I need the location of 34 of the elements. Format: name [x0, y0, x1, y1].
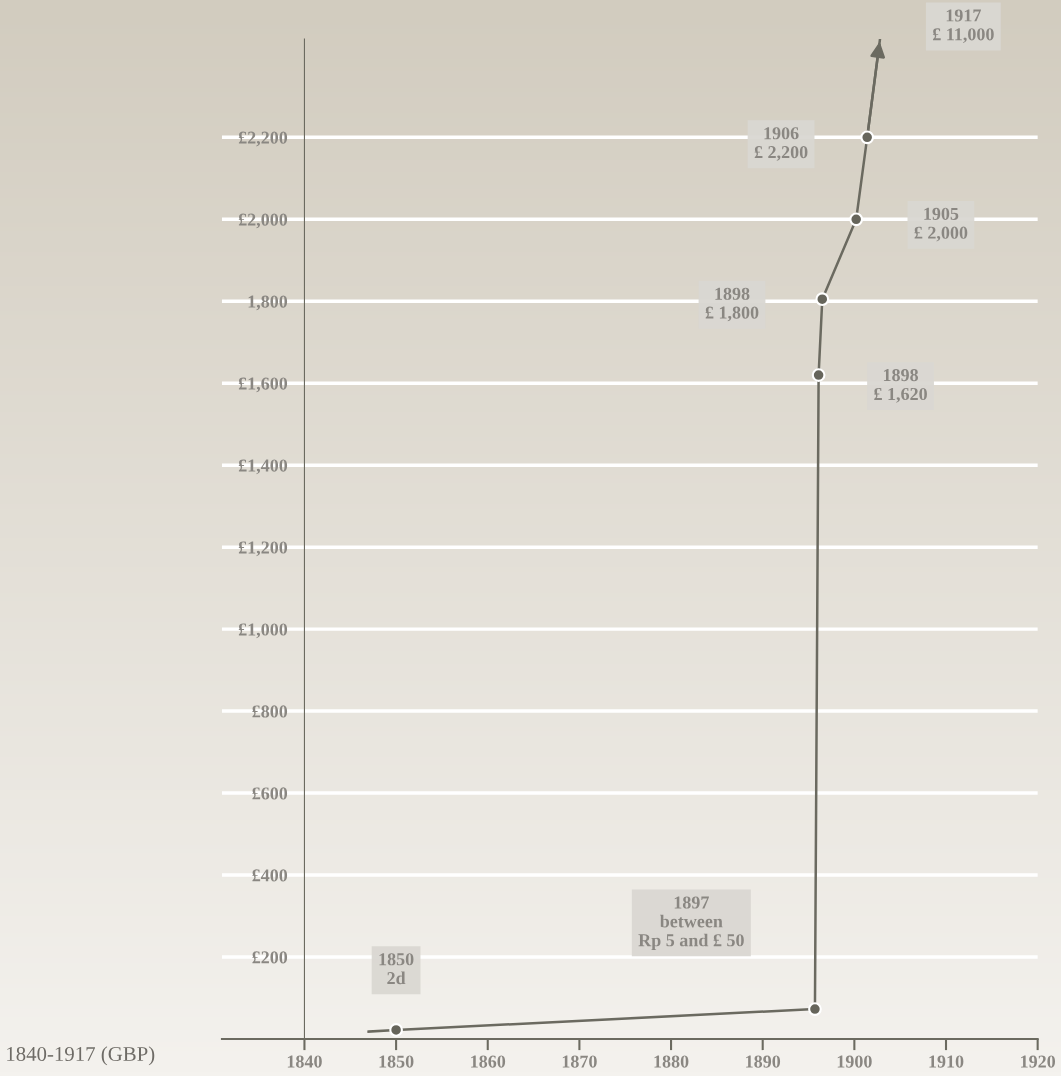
point: [811, 368, 826, 382]
annotation: 1906 £ 2,200: [754, 127, 808, 161]
y-tick-label: £200: [252, 951, 288, 964]
x-tick-label: 1860: [471, 1055, 506, 1068]
point: [815, 292, 830, 307]
annotation: 1897 between Rp 5 and £ 50: [638, 896, 744, 951]
x-tick-label: 1880: [654, 1055, 689, 1068]
x-tick-label: 1910: [929, 1055, 964, 1068]
text: 1840-1917 (GBP): [7, 1046, 155, 1066]
x-tick-label: 1920: [1021, 1055, 1056, 1068]
y-tick-label: £800: [252, 705, 288, 718]
annotation: 1905 £ 2,000: [914, 207, 968, 242]
x-tick-label: 1890: [746, 1055, 781, 1068]
point: [389, 1023, 403, 1037]
y-tick-label: £2,200: [238, 131, 288, 147]
y-tick-label: £1,000: [238, 623, 288, 639]
point: [860, 130, 875, 145]
annotation: 1850 2d: [379, 953, 414, 985]
annotation: 1898 £ 1,800: [705, 287, 759, 322]
y-tick-label: £1,200: [238, 541, 288, 557]
x-tick-label: 1900: [837, 1055, 872, 1068]
y-tick-label: £1,600: [238, 377, 288, 393]
point: [808, 1002, 822, 1016]
point: [849, 212, 864, 227]
x-tick-label: 1870: [562, 1055, 597, 1068]
y-tick-label: £600: [252, 787, 288, 800]
x-tick-label: 1840: [287, 1055, 322, 1068]
y-tick-label: £1,400: [238, 459, 288, 475]
y-tick-label: £2,000: [238, 213, 288, 229]
x-tick-label: 1850: [379, 1055, 414, 1068]
y-tick-label: 1,800: [248, 295, 288, 311]
y-tick-label: £400: [252, 869, 288, 882]
annotation: 1898 £ 1,620: [874, 369, 927, 403]
annotation: 1917 £ 11,000: [932, 9, 994, 44]
